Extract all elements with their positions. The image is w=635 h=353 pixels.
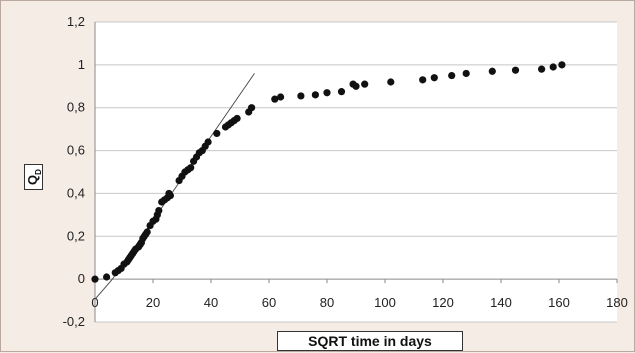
data-point-52 <box>311 91 319 99</box>
x-tick-label-5: 100 <box>374 295 396 310</box>
data-point-59 <box>419 76 427 84</box>
data-point-19 <box>143 228 151 236</box>
axes <box>94 22 618 322</box>
data-point-51 <box>297 92 305 100</box>
tick-labels: -0,2 0 0,2 0,4 0,6 0,8 1 1,2 0 20 40 60 80 100 120 140 1… <box>63 14 628 329</box>
x-axis-label: SQRT time in days <box>308 333 432 349</box>
y-tick-label-3: 0,4 <box>67 185 85 200</box>
trend-line-lower <box>94 278 113 300</box>
y-tick-label-2: 0,2 <box>67 228 85 243</box>
y-axis-label-box: QD <box>24 164 43 190</box>
data-point-49 <box>271 95 279 103</box>
x-tick-label-1: 20 <box>146 295 160 310</box>
data-point-48 <box>248 104 256 112</box>
data-point-24 <box>155 206 163 215</box>
x-tick-label-3: 60 <box>262 295 276 310</box>
data-point-63 <box>488 67 496 75</box>
data-point-46 <box>233 114 241 123</box>
data-point-53 <box>323 89 331 97</box>
data-point-1 <box>103 273 111 281</box>
data-point-66 <box>549 63 557 71</box>
data-point-54 <box>337 88 346 96</box>
data-point-56 <box>352 82 360 90</box>
y-tick-label-1: 0 <box>78 271 85 286</box>
x-tick-label-6: 120 <box>432 295 454 310</box>
y-axis-label-main: Q <box>24 174 40 185</box>
y-tick-label-0: -0,2 <box>63 314 85 329</box>
data-point-40 <box>204 138 212 146</box>
data-point-50 <box>277 93 285 101</box>
data-point-58 <box>387 78 395 86</box>
x-axis-label-box: SQRT time in days <box>277 331 463 351</box>
data-point-0 <box>91 275 99 283</box>
y-axis-label-subscript: D <box>33 169 43 175</box>
data-point-29 <box>166 191 174 200</box>
data-point-61 <box>448 71 456 80</box>
data-point-57 <box>361 80 369 88</box>
data-point-67 <box>558 61 566 69</box>
x-tick-label-8: 160 <box>548 295 570 310</box>
y-tick-label-4: 0,6 <box>67 143 85 158</box>
x-tick-label-9: 180 <box>606 295 628 310</box>
data-point-60 <box>430 74 438 82</box>
x-tick-label-2: 40 <box>204 295 218 310</box>
x-tick-label-7: 140 <box>490 295 512 310</box>
y-tick-label-7: 1,2 <box>67 14 85 29</box>
data-point-64 <box>511 66 520 74</box>
grid-lines <box>95 21 617 323</box>
data-point-65 <box>538 65 546 73</box>
x-tick-label-4: 80 <box>320 295 334 310</box>
x-tick-label-0: 0 <box>91 295 98 310</box>
y-tick-label-5: 0,8 <box>67 100 85 115</box>
data-point-62 <box>462 69 470 78</box>
y-tick-label-6: 1 <box>78 57 85 72</box>
plot-area <box>95 22 617 322</box>
data-point-41 <box>213 129 221 138</box>
data-points <box>91 61 566 283</box>
data-point-34 <box>187 164 195 172</box>
y-axis-label: QD <box>25 169 43 185</box>
